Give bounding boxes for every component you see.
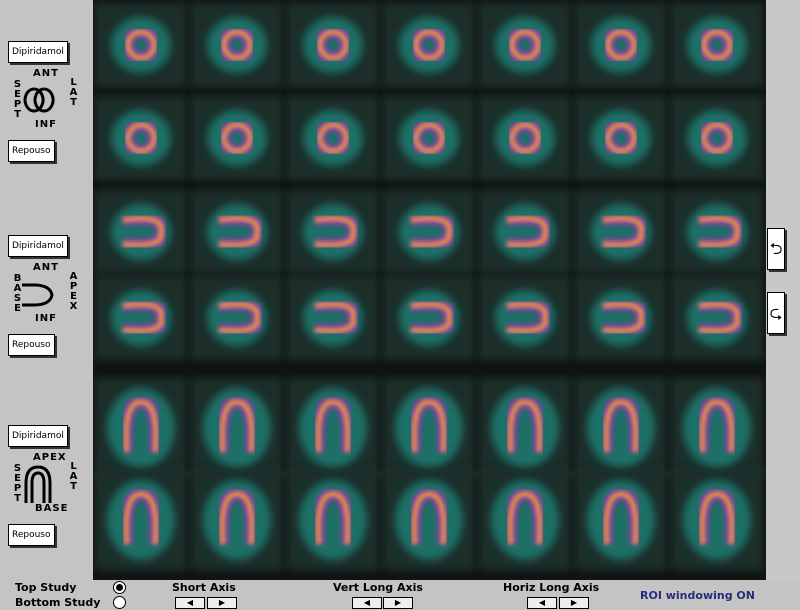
orientation-top: ANT [33,262,59,273]
orientation-top: ANT [33,68,59,79]
scan-shape [218,216,260,248]
scan-shape [701,29,733,61]
scan-shape [602,302,644,334]
scan-shape [413,122,445,154]
prev-button[interactable]: ◀ [352,597,382,609]
orientation-diagram [24,465,52,503]
scan-shape [699,399,735,453]
stress-button[interactable]: Dipiridamol [8,425,68,447]
scan-shape [125,29,157,61]
scan-shape [591,17,651,73]
scan-shape [603,491,639,545]
orientation-left: BASE [12,273,23,313]
radio-top[interactable] [113,581,126,594]
scan-shape [411,491,447,545]
scan-shape [411,399,447,453]
prev-button[interactable]: ◀ [527,597,557,609]
scan-shape [125,122,157,154]
rest-button[interactable]: Repouso [8,140,55,162]
scan-shape [413,29,445,61]
scan-shape [221,122,253,154]
orientation-right: LAT [68,77,79,107]
vert-long-axis-label: Vert Long Axis [333,581,423,594]
scan-shape [495,17,555,73]
scan-shape [506,302,548,334]
orientation-bottom: BASE [35,503,69,514]
scan-shape [399,110,459,166]
scan-shape [207,17,267,73]
scan-shape [506,216,548,248]
scan-shape [122,302,164,334]
scan-shape [698,302,740,334]
rest-button[interactable]: Repouso [8,334,55,356]
short-axis-label: Short Axis [172,581,236,594]
right-strip [766,0,800,580]
next-button[interactable]: ▶ [207,597,237,609]
scan-shape [602,216,644,248]
bottom-study-label: Bottom Study [15,596,101,609]
scan-shape [219,491,255,545]
prev-button[interactable]: ◀ [175,597,205,609]
scan-shape [314,216,356,248]
scan-shape [317,29,349,61]
stress-button[interactable]: Dipiridamol [8,235,68,257]
image-area [93,0,766,580]
scan-shape [509,29,541,61]
scan-shape [111,17,171,73]
scan-shape [507,491,543,545]
top-study-label: Top Study [15,581,77,594]
scan-shape [399,17,459,73]
scan-shape [605,29,637,61]
scan-shape [410,302,452,334]
scan-shape [315,491,351,545]
scan-shape [218,302,260,334]
scan-shape [122,216,164,248]
scan-shape [221,29,253,61]
next-button[interactable]: ▶ [383,597,413,609]
scan-shape [603,399,639,453]
scan-shape [699,491,735,545]
orientation-diagram [23,87,55,113]
orientation-right: LAT [68,461,79,491]
orientation-left: SEPT [12,463,23,503]
scan-shape [315,399,351,453]
status-label: ROI windowing ON [640,589,755,602]
scan-shape [687,17,747,73]
scan-shape [111,110,171,166]
orientation-bottom: INF [35,313,57,324]
scan-shape [507,399,543,453]
orientation-bottom: INF [35,119,57,130]
next-button[interactable]: ▶ [559,597,589,609]
orientation-right: APEX [68,271,79,311]
orientation-left: SEPT [12,79,23,119]
scan-shape [509,122,541,154]
scan-shape [303,110,363,166]
scan-shape [495,110,555,166]
scan-shape [207,110,267,166]
rest-button[interactable]: Repouso [8,524,55,546]
scan-shape [123,491,159,545]
rotate-button[interactable]: ⮌ [767,228,785,270]
scan-shape [605,122,637,154]
scan-shape [303,17,363,73]
scan-shape [317,122,349,154]
scan-shape [591,110,651,166]
scan-shape [698,216,740,248]
horiz-long-axis-label: Horiz Long Axis [503,581,600,594]
scan-shape [314,302,356,334]
stress-button[interactable]: Dipiridamol [8,41,68,63]
radio-bottom[interactable] [113,596,126,609]
scan-shape [123,399,159,453]
scan-shape [219,399,255,453]
orientation-diagram [22,283,54,307]
scan-shape [687,110,747,166]
orientation-top: APEX [33,452,67,463]
rotate-button[interactable]: ⮎ [767,292,785,334]
scan-shape [701,122,733,154]
scan-shape [410,216,452,248]
